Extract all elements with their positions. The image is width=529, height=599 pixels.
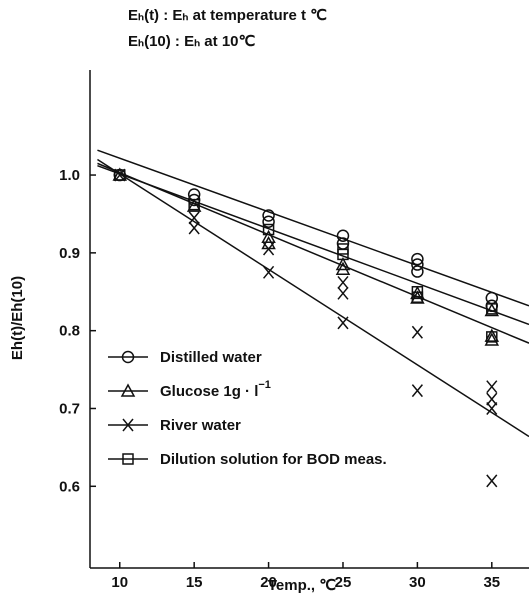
data-point-x <box>188 221 200 235</box>
x-tick-label: 35 <box>483 574 500 591</box>
data-point-x <box>262 265 275 279</box>
data-point-circle <box>411 252 424 266</box>
legend-marker-x <box>122 418 134 432</box>
x-tick-label: 20 <box>260 574 277 591</box>
data-point-x <box>337 286 349 300</box>
legend-item-triangle: Glucose 1g · l−1 <box>108 379 271 400</box>
legend-label-superscript: −1 <box>258 379 271 391</box>
data-point-triangle <box>484 302 500 317</box>
data-point-square <box>486 331 498 343</box>
y-tick-label: 0.6 <box>59 478 80 495</box>
data-point-square <box>486 303 498 315</box>
data-point-circle <box>262 215 275 228</box>
data-point-triangle <box>186 198 202 212</box>
x-axis-title: Temp., ℃ <box>268 577 336 594</box>
data-point-x <box>262 242 275 256</box>
legend-marker-circle <box>121 350 135 364</box>
legend-marker-triangle <box>120 383 136 397</box>
legend: Distilled water Glucose 1g · l−1 River wat… <box>108 349 387 468</box>
data-point-triangle <box>261 229 276 244</box>
legend-item-x: River water <box>108 417 241 434</box>
legend-label: River water <box>160 417 241 434</box>
legend-item-circle: Distilled water <box>108 349 262 366</box>
data-point-x <box>188 211 200 225</box>
y-axis-title: Eh(t)/Eh(10) <box>9 276 26 360</box>
axes <box>89 70 529 569</box>
data-point-circle <box>411 265 424 278</box>
data-point-x <box>411 384 423 398</box>
regression-lines <box>97 149 529 438</box>
legend-label: Glucose 1g · l−1 <box>160 379 271 400</box>
data-point-square <box>411 291 424 303</box>
x-tick-label: 10 <box>111 574 128 591</box>
data-points <box>112 167 500 488</box>
data-point-x <box>486 474 498 488</box>
x-tick-label: 30 <box>409 574 426 591</box>
legend-label: Distilled water <box>160 349 262 366</box>
data-point-square <box>114 169 126 181</box>
data-point-circle <box>411 258 424 271</box>
x-tick-label: 25 <box>335 574 352 591</box>
data-point-square <box>188 198 200 211</box>
y-tick-label: 1.0 <box>59 167 80 184</box>
data-point-triangle <box>335 261 351 275</box>
data-point-triangle <box>335 256 351 271</box>
axis-ticks: 10 15 20 25 30 35 0.6 0.7 0.8 0.9 1.0 <box>59 167 500 591</box>
data-point-triangle <box>484 332 500 346</box>
y-tick-label: 0.7 <box>59 400 80 417</box>
data-point-x <box>337 275 349 289</box>
fit-line-x <box>97 158 529 438</box>
fit-line-square <box>97 165 529 326</box>
y-tick-label: 0.9 <box>59 245 80 262</box>
legend-item-square: Dilution solution for BOD meas. <box>108 451 387 468</box>
data-point-triangle <box>484 328 500 342</box>
legend-marker-square <box>122 453 134 465</box>
fit-line-triangle <box>97 162 529 344</box>
data-point-x <box>411 325 423 339</box>
data-point-circle <box>336 229 350 242</box>
data-point-x <box>337 316 349 330</box>
fit-line-circle <box>97 149 529 307</box>
data-point-x <box>486 392 498 406</box>
data-point-x <box>486 402 498 415</box>
y-tick-label: 0.8 <box>59 323 80 340</box>
data-point-square <box>262 223 275 236</box>
definition-note-eh-t: Eₕ(t) : Eₕ at temperature t ℃ <box>128 7 327 24</box>
data-point-x <box>486 380 498 394</box>
data-point-circle <box>262 209 275 222</box>
x-tick-label: 15 <box>186 574 203 591</box>
definition-note-eh-10: Eₕ(10) : Eₕ at 10℃ <box>128 33 256 50</box>
data-point-square <box>337 243 349 255</box>
data-point-x <box>114 168 126 182</box>
legend-label: Dilution solution for BOD meas. <box>160 451 387 468</box>
